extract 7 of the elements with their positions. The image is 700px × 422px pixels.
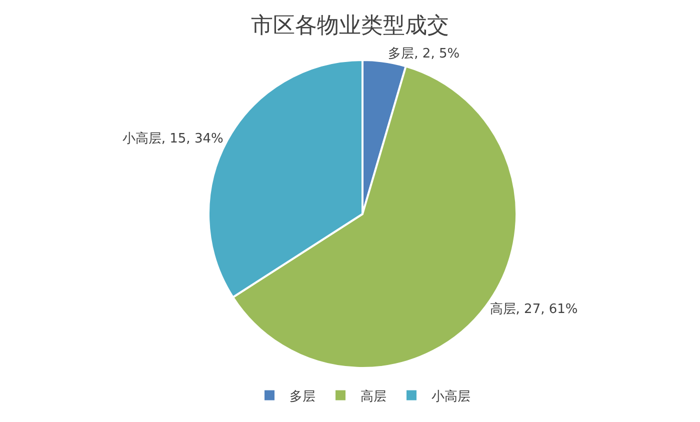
legend-label: 小高层 <box>432 388 470 404</box>
data-label: 高层, 27, 61% <box>490 301 578 318</box>
data-label: 小高层, 15, 34% <box>122 130 224 146</box>
legend-label: 多层 <box>290 389 316 404</box>
chart-title: 市区各物业类型成交 <box>251 13 449 38</box>
data-label: 多层, 2, 5% <box>388 46 460 62</box>
legend-label: 高层 <box>360 388 386 404</box>
